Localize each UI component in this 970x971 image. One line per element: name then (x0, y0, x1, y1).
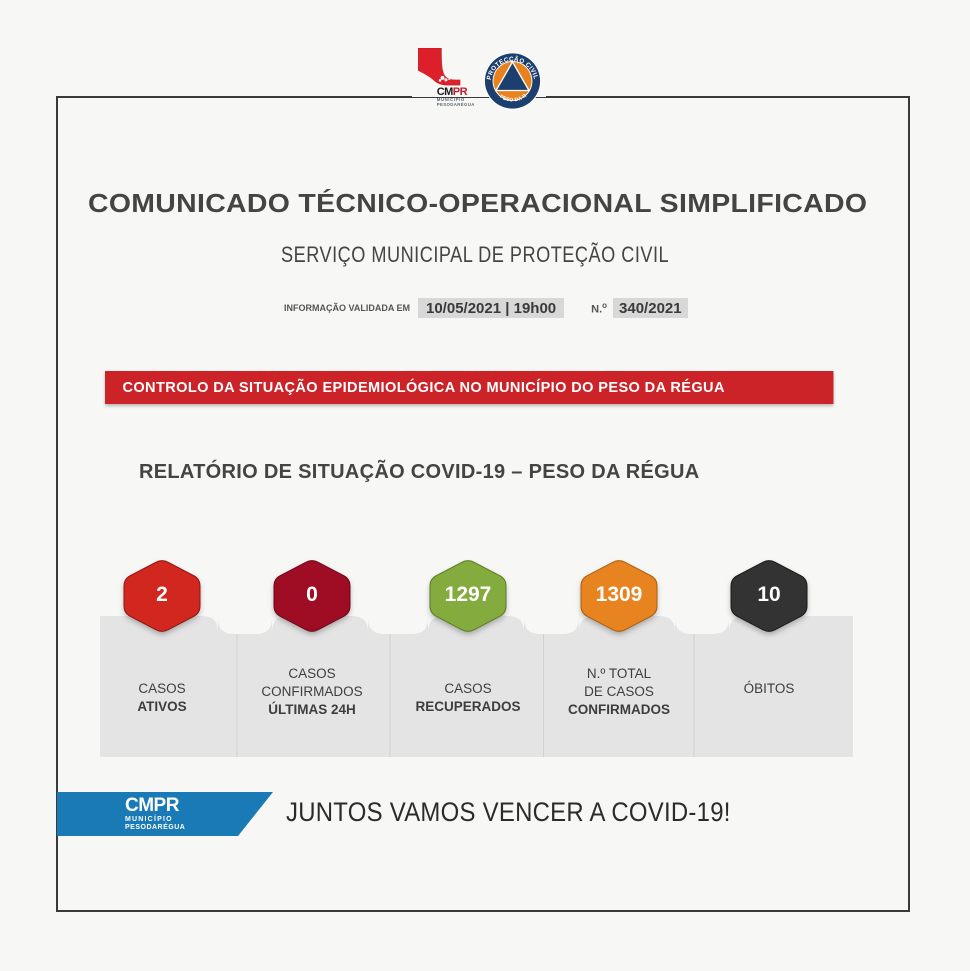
svg-text:PESODARÉGUA: PESODARÉGUA (125, 822, 185, 831)
svg-text:CMPR: CMPR (125, 795, 180, 816)
svg-text:MUNICÍPIO: MUNICÍPIO (125, 814, 173, 823)
